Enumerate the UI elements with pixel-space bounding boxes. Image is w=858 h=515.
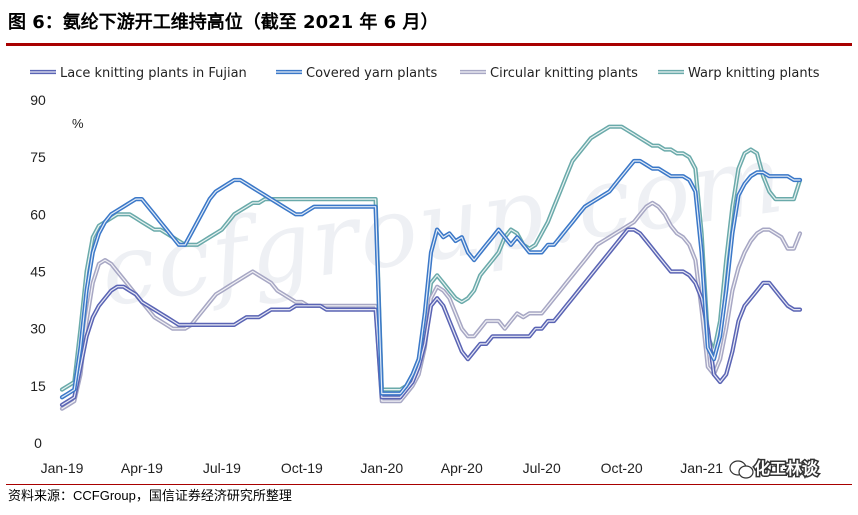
y-tick-label: 15 — [30, 378, 46, 394]
legend-label: Circular knitting plants — [490, 66, 638, 81]
x-tick-label: Jan-19 — [41, 460, 84, 476]
wechat-badge: 化工林谈 — [729, 458, 821, 480]
y-tick-label: 45 — [30, 264, 46, 280]
x-tick-label: Jul-19 — [203, 460, 241, 476]
series-line-inner — [61, 160, 801, 398]
series-line — [59, 158, 803, 400]
x-tick-label: Apr-20 — [441, 460, 483, 476]
wechat-icon — [729, 460, 754, 479]
x-tick-label: Jul-20 — [523, 460, 561, 476]
y-tick-label: 30 — [30, 321, 46, 337]
y-tick-label: 90 — [30, 92, 46, 108]
figure-title: 图 6：氨纶下游开工维持高位（截至 2021 年 6 月） — [8, 12, 439, 33]
x-tick-label: Jan-21 — [680, 460, 723, 476]
series-line-inner — [61, 229, 801, 406]
title-rule — [6, 43, 852, 46]
legend-item: Lace knitting plants in Fujian — [30, 66, 247, 81]
chart-legend: Lace knitting plants in Fujian Covered ya… — [30, 66, 820, 81]
watermark-text: ccfgroup.com — [94, 122, 791, 329]
chart-series — [59, 124, 803, 411]
x-tick-label: Oct-20 — [601, 460, 643, 476]
legend-label: Lace knitting plants in Fujian — [60, 66, 247, 81]
series-line-inner — [61, 202, 801, 410]
wechat-label: 化工林谈 — [754, 459, 819, 478]
source-note: 资料来源：CCFGroup，国信证券经济研究所整理 — [8, 487, 292, 506]
x-tick-label: Jan-20 — [360, 460, 403, 476]
legend-label: Warp knitting plants — [688, 66, 820, 81]
x-tick-label: Apr-19 — [121, 460, 163, 476]
legend-item: Covered yarn plants — [276, 66, 437, 81]
y-axis-ticks: 0 15 30 45 60 75 90 — [30, 92, 46, 451]
legend-item: Circular knitting plants — [460, 66, 638, 81]
series-line — [59, 227, 803, 407]
x-axis-ticks: Jan-19 Apr-19 Jul-19 Oct-19 Jan-20 Apr-20 Jul-… — [41, 460, 803, 476]
x-tick-label: Apr-21 — [761, 460, 803, 476]
source-prefix: 资料来源： — [8, 489, 74, 504]
y-tick-label: 60 — [30, 206, 46, 222]
series-line — [59, 200, 803, 411]
legend-item: Warp knitting plants — [658, 66, 820, 81]
y-tick-label: 0 — [34, 435, 42, 451]
legend-label: Covered yarn plants — [306, 66, 437, 81]
x-tick-label: Oct-19 — [281, 460, 323, 476]
y-axis-unit: % — [72, 116, 84, 131]
source-rule — [6, 484, 852, 485]
y-tick-label: 75 — [30, 149, 46, 165]
source-org: CCFGroup，国信证券经济研究所整理 — [73, 488, 292, 503]
line-chart: ccfgroup.com Lace knitting plants in Fuj… — [30, 66, 821, 480]
